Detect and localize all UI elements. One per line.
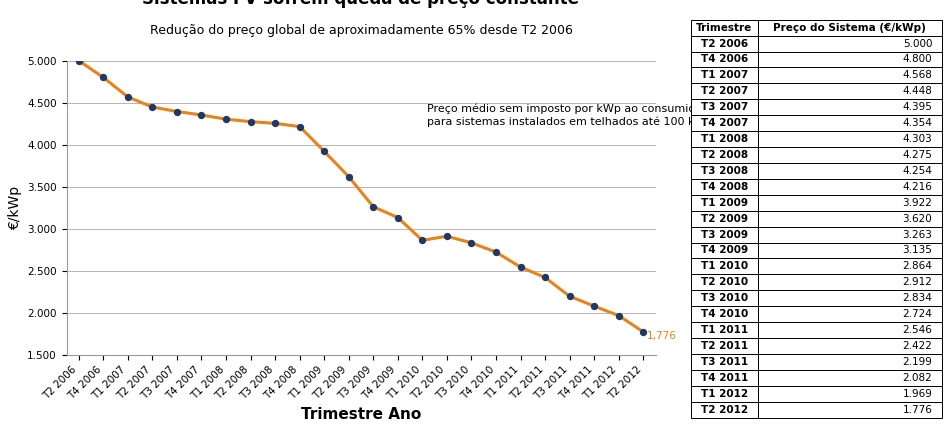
Point [562,293,578,300]
Text: Preço médio sem imposto por kWp ao consumidor final
para sistemas instalados em : Preço médio sem imposto por kWp ao consu… [428,104,735,126]
Point [611,312,626,319]
Text: Redução do preço global de aproximadamente 65% desde T2 2006: Redução do preço global de aproximadamen… [149,24,573,37]
Point [96,74,111,81]
Point [513,264,528,271]
Point [636,328,651,335]
Text: 1,776: 1,776 [647,330,676,341]
Point [366,203,381,210]
X-axis label: Trimestre Ano: Trimestre Ano [301,407,421,423]
Point [144,103,160,110]
Point [439,233,454,240]
Point [71,57,86,64]
Point [415,237,430,244]
Point [218,116,234,123]
Point [268,120,283,127]
Point [390,214,406,221]
Y-axis label: €/kWp: €/kWp [8,186,22,230]
Point [292,123,307,130]
Point [464,239,479,246]
Text: Sistemas FV sofrem queda de preço constante: Sistemas FV sofrem queda de preço consta… [142,0,580,8]
Point [121,94,136,100]
Point [488,249,504,255]
Point [169,108,184,115]
Point [341,173,356,180]
Point [538,274,553,281]
Point [316,148,332,155]
Point [194,112,209,119]
Point [586,303,601,310]
Point [243,118,258,125]
